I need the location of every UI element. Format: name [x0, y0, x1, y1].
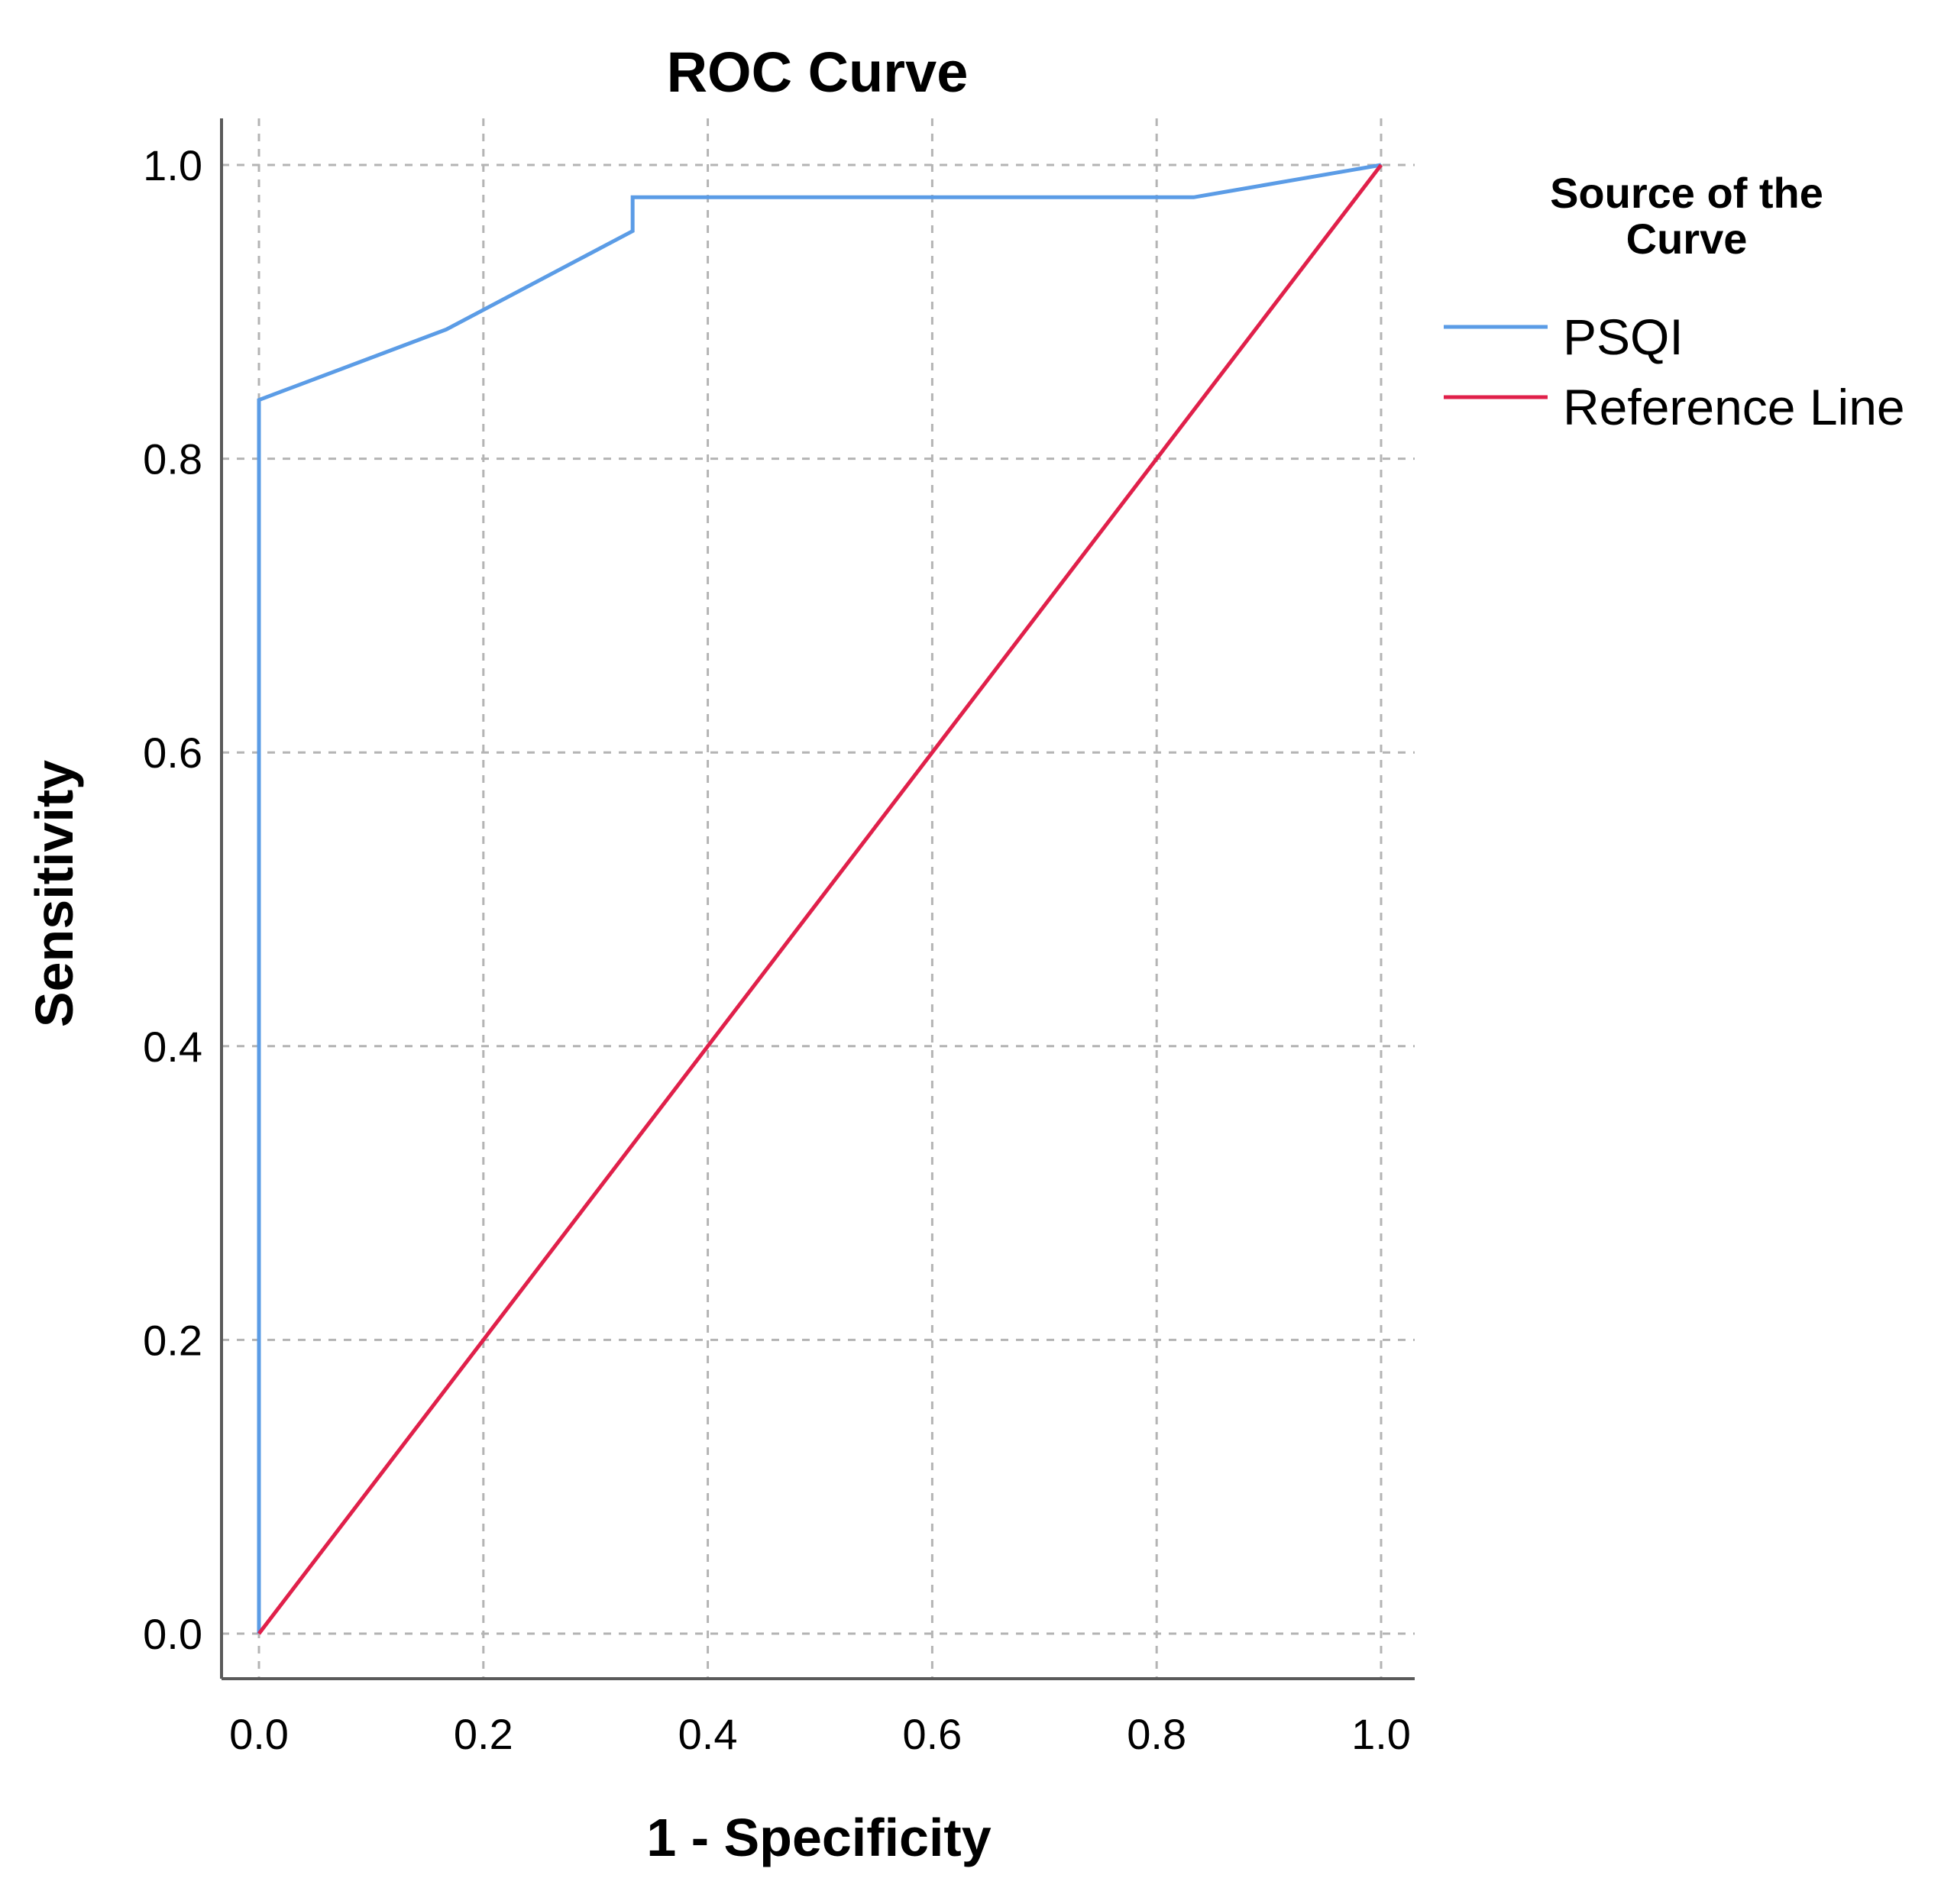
x-tick-label: 0.2: [454, 1710, 513, 1758]
x-tick-label: 0.8: [1127, 1710, 1186, 1758]
y-tick-label: 0.6: [143, 729, 202, 777]
x-tick-label: 0.0: [229, 1710, 289, 1758]
chart-title: ROC Curve: [667, 40, 969, 104]
axes-layer: [220, 118, 1415, 1680]
x-tick-label: 0.6: [902, 1710, 962, 1758]
x-axis-title: 1 - Specificity: [646, 1808, 991, 1867]
y-tick-label: 1.0: [143, 141, 202, 189]
x-tick-label: 1.0: [1351, 1710, 1411, 1758]
legend: Source of the Curve PSQI Reference Line: [1444, 169, 1905, 435]
series-line-reference: [257, 163, 1383, 1635]
y-tick-label: 0.8: [143, 435, 202, 483]
labels-layer: ROC Curve 1 - Specificity Sensitivity 0.…: [24, 40, 1411, 1867]
legend-label-psqi: PSQI: [1563, 309, 1684, 365]
legend-title-line-1: Source of the: [1550, 169, 1823, 217]
grid-layer: [222, 118, 1415, 1679]
series-layer: [257, 163, 1383, 1635]
x-tick-label: 0.4: [678, 1710, 738, 1758]
y-tick-label: 0.0: [143, 1610, 202, 1658]
legend-label-reference-line: Reference Line: [1563, 379, 1905, 435]
legend-title-line-2: Curve: [1626, 215, 1748, 263]
y-tick-label: 0.2: [143, 1316, 202, 1364]
series-line-psqi: [257, 163, 1382, 1634]
y-axis-title: Sensitivity: [24, 760, 84, 1027]
y-tick-label: 0.4: [143, 1023, 202, 1071]
